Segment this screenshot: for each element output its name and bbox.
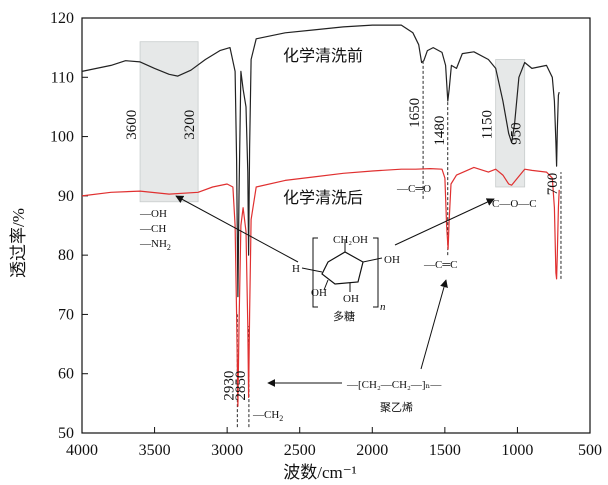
cc-label: —C═C bbox=[423, 259, 457, 271]
band-label-3600: 3600 bbox=[124, 110, 140, 140]
series-label-before: 化学清洗前 bbox=[283, 47, 363, 65]
x-tick-label: 500 bbox=[578, 442, 602, 459]
polysaccharide-structure: H CH₂OH OH OH OH n 多糖 bbox=[292, 234, 400, 323]
y-tick-label: 90 bbox=[58, 188, 74, 205]
y-tick-label: 50 bbox=[58, 425, 74, 442]
x-tick-label: 2000 bbox=[356, 442, 388, 459]
series-lines bbox=[81, 24, 560, 407]
ch-label: —CH bbox=[139, 223, 166, 235]
band-label-2930: 2930 bbox=[221, 371, 237, 401]
series-line-before bbox=[81, 24, 560, 298]
y-tick-label: 110 bbox=[51, 69, 74, 86]
sugar-name: 多糖 bbox=[333, 309, 355, 323]
sugar-ring bbox=[321, 251, 364, 285]
y-axis-label: 透过率/% bbox=[9, 208, 28, 278]
x-tick-label: 3500 bbox=[139, 442, 171, 459]
arrow-coc-band bbox=[394, 198, 495, 246]
polyethylene-formula: —[CH₂—CH₂—]ₙ— bbox=[346, 379, 442, 391]
band-label-950: 950 bbox=[509, 122, 525, 145]
x-axis-label: 波数/cm⁻¹ bbox=[283, 463, 357, 482]
shaded-region-2 bbox=[495, 59, 526, 188]
sugar-oh-bottom: OH bbox=[343, 293, 359, 305]
band-label-700: 700 bbox=[545, 173, 561, 196]
sugar-bond-right bbox=[362, 257, 383, 263]
tick-labels: 4000 3500 3000 2500 2000 1500 1000 500 50 60 70 80 9… bbox=[50, 10, 602, 459]
nh2-label: —NH2 bbox=[139, 238, 171, 252]
band-label-3200: 3200 bbox=[182, 110, 198, 140]
x-tick-label: 1000 bbox=[501, 442, 533, 459]
y-tick-label: 120 bbox=[50, 10, 74, 27]
band-label-1650: 1650 bbox=[407, 98, 423, 128]
co-label: —C═O bbox=[396, 183, 431, 195]
x-tick-label: 4000 bbox=[66, 442, 98, 459]
bracket-right bbox=[373, 237, 379, 308]
sugar-h: H bbox=[292, 263, 300, 275]
y-tick-label: 100 bbox=[50, 129, 74, 146]
y-tick-label: 60 bbox=[58, 366, 74, 383]
arrow-oh-band bbox=[175, 195, 299, 263]
band-label-2850: 2850 bbox=[233, 371, 249, 401]
series-label-after: 化学清洗后 bbox=[283, 189, 363, 207]
sugar-n: n bbox=[380, 301, 386, 313]
ch2-label: —CH2 bbox=[252, 409, 283, 423]
coc-label: C—O—C bbox=[492, 198, 537, 210]
polyethylene-name: 聚乙烯 bbox=[380, 401, 413, 414]
oh-label: —OH bbox=[139, 208, 167, 220]
oh-ch-nh2-annotation: —OH —CH —NH2 bbox=[139, 208, 171, 252]
x-tick-label: 3000 bbox=[211, 442, 243, 459]
y-tick-label: 80 bbox=[58, 247, 74, 264]
band-label-1480: 1480 bbox=[432, 116, 448, 146]
sugar-oh-right: OH bbox=[384, 254, 400, 266]
x-tick-label: 1500 bbox=[429, 442, 461, 459]
sugar-ch2oh: CH₂OH bbox=[333, 234, 368, 246]
sugar-oh-left: OH bbox=[311, 287, 327, 299]
band-label-1150: 1150 bbox=[480, 110, 496, 139]
y-tick-label: 70 bbox=[58, 306, 74, 323]
plot-frame bbox=[81, 17, 591, 434]
sugar-bond-oh-left bbox=[323, 279, 329, 291]
arrow-cc-band bbox=[420, 279, 448, 370]
shaded-regions bbox=[139, 41, 526, 203]
x-tick-label: 2500 bbox=[284, 442, 316, 459]
sugar-bond-left bbox=[301, 267, 323, 273]
shaded-region-1 bbox=[139, 41, 199, 203]
series-line-after bbox=[81, 166, 560, 407]
bracket-left bbox=[312, 237, 318, 308]
